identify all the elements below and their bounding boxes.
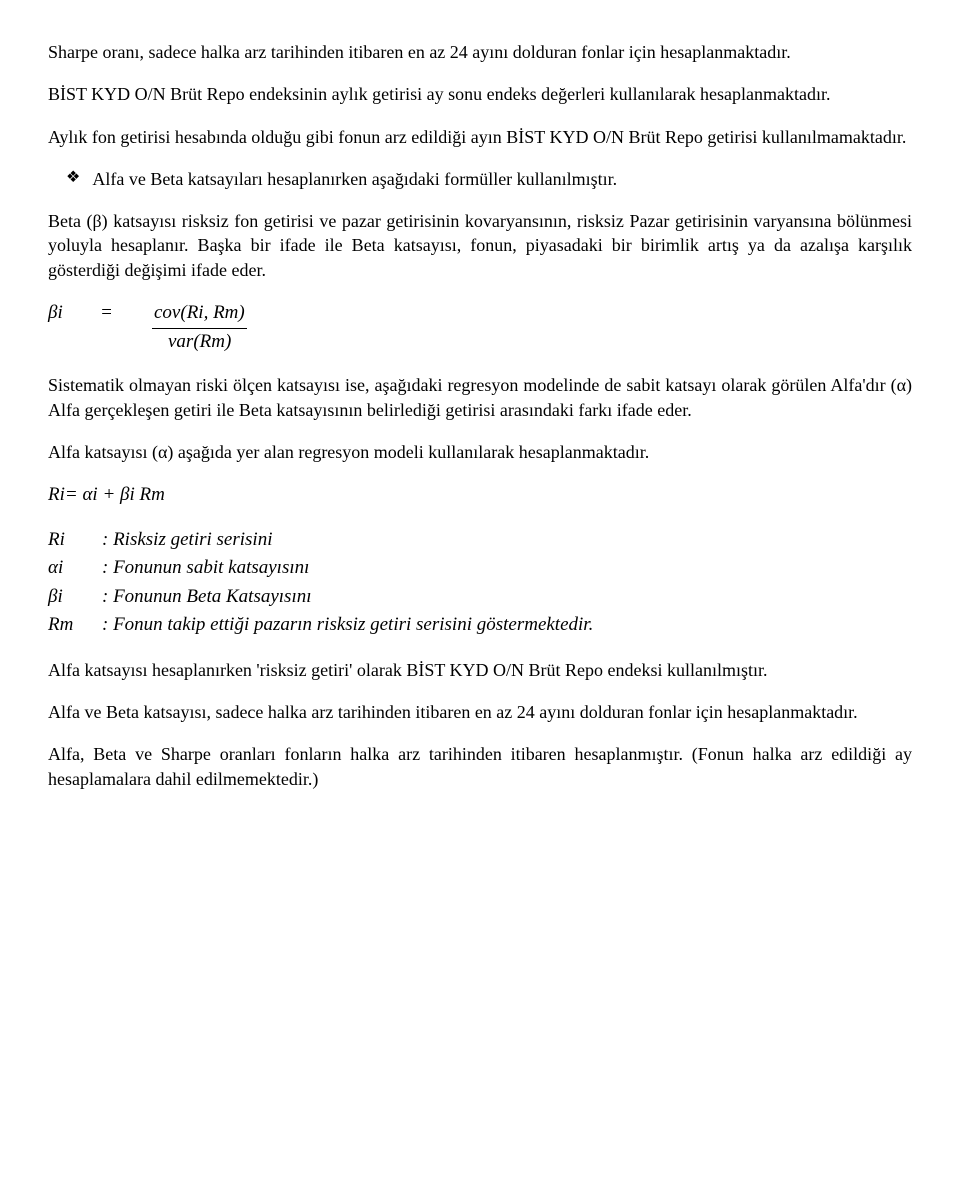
definition-row: βi : Fonunun Beta Katsayısını [48,583,912,612]
paragraph: Alfa katsayısı hesaplanırken 'risksiz ge… [48,658,912,682]
paragraph: Sharpe oranı, sadece halka arz tarihinde… [48,40,912,64]
paragraph: Aylık fon getirisi hesabında olduğu gibi… [48,125,912,149]
formula-numerator: cov(Ri, Rm) [152,300,247,329]
beta-formula: βi = cov(Ri, Rm) var(Rm) [48,300,912,355]
definition-text: : Risksiz getiri serisini [102,526,912,555]
definition-symbol: Rm [48,611,102,640]
diamond-bullet-icon: ❖ [66,167,80,189]
definition-text: : Fonunun Beta Katsayısını [102,583,912,612]
paragraph: BİST KYD O/N Brüt Repo endeksinin aylık … [48,82,912,106]
bullet-text: Alfa ve Beta katsayıları hesaplanırken a… [92,167,912,191]
paragraph: Alfa, Beta ve Sharpe oranları fonların h… [48,742,912,791]
paragraph: Alfa ve Beta katsayısı, sadece halka arz… [48,700,912,724]
paragraph: Alfa katsayısı (α) aşağıda yer alan regr… [48,440,912,464]
definition-row: Ri : Risksiz getiri serisini [48,526,912,555]
definition-symbol: βi [48,583,102,612]
paragraph: Beta (β) katsayısı risksiz fon getirisi … [48,209,912,282]
definition-symbol: αi [48,554,102,583]
formula-denominator: var(Rm) [168,329,912,356]
formula-equals: = [100,300,152,329]
paragraph: Sistematik olmayan riski ölçen katsayısı… [48,373,912,422]
bullet-item: ❖ Alfa ve Beta katsayıları hesaplanırken… [48,167,912,191]
definition-symbol: Ri [48,526,102,555]
definition-row: αi : Fonunun sabit katsayısını [48,554,912,583]
definition-row: Rm : Fonun takip ettiği pazarın risksiz … [48,611,912,640]
definition-text: : Fonun takip ettiği pazarın risksiz get… [102,611,912,640]
formula-lhs: βi [48,300,100,329]
regression-equation: Ri= αi + βi Rm [48,482,912,508]
definition-text: : Fonunun sabit katsayısını [102,554,912,583]
symbol-definitions: Ri : Risksiz getiri serisini αi : Fonunu… [48,526,912,640]
